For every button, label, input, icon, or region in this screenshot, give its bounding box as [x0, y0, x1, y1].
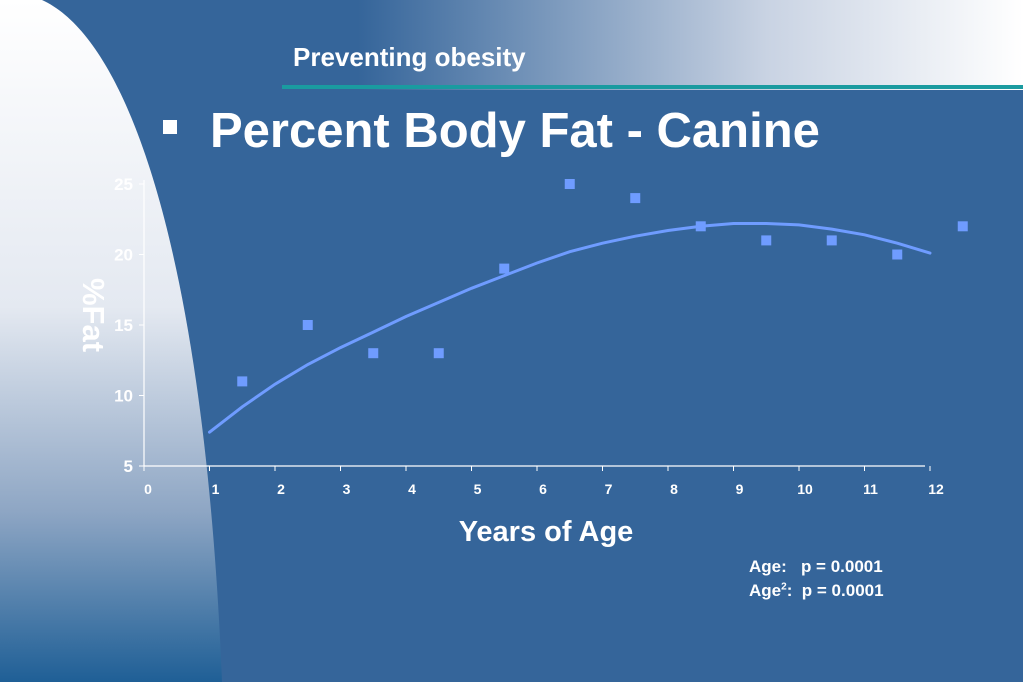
x-tick-label-9: 9 — [736, 481, 744, 497]
data-point-1 — [237, 376, 248, 387]
x-axis-title: Years of Age — [459, 516, 634, 548]
data-point-7 — [630, 193, 641, 204]
stat-age-squared: Age2: p = 0.0001 — [749, 581, 884, 600]
x-tick-label-3: 3 — [343, 481, 351, 497]
x-tick-label-7: 7 — [605, 481, 613, 497]
x-tick-label-11: 11 — [863, 481, 878, 497]
chart-title: Percent Body Fat - Canine — [210, 104, 820, 158]
data-point-11 — [892, 249, 903, 260]
x-tick-label-4: 4 — [408, 481, 416, 497]
data-point-5 — [499, 263, 510, 274]
x-tick-label-1: 1 — [212, 481, 220, 497]
data-point-3 — [368, 348, 379, 359]
data-point-8 — [695, 221, 706, 232]
data-point-4 — [433, 348, 444, 359]
data-point-2 — [302, 320, 313, 330]
y-tick-label-20: 20 — [114, 246, 133, 265]
stat-age-squared-value: p = 0.0001 — [801, 581, 884, 600]
data-point-9 — [761, 235, 772, 246]
header-divider — [282, 85, 1023, 89]
chart-axes — [139, 180, 931, 471]
y-axis-title: %Fat — [76, 278, 111, 352]
data-point-12 — [957, 221, 968, 232]
x-tick-label-6: 6 — [539, 481, 547, 497]
stat-age-label: Age: — [749, 557, 787, 576]
x-tick-label-10: 10 — [797, 481, 813, 497]
y-tick-label-25: 25 — [114, 175, 133, 194]
stat-age-squared-sup: 2 — [781, 581, 787, 593]
x-tick-label-8: 8 — [670, 481, 678, 497]
bullet-square-icon — [163, 120, 177, 134]
data-points-group — [237, 179, 968, 387]
y-tick-label-10: 10 — [114, 387, 133, 406]
y-tick-label-15: 15 — [114, 316, 133, 335]
stat-age-squared-label: Age — [749, 581, 782, 600]
stat-age: Age: p = 0.0001 — [749, 557, 883, 577]
trend-line-group — [208, 222, 932, 434]
x-tick-label-5: 5 — [474, 481, 482, 497]
data-point-10 — [826, 235, 837, 246]
x-tick-label-2: 2 — [277, 481, 285, 497]
x-tick-label-0: 0 — [144, 481, 152, 497]
x-tick-label-12: 12 — [928, 481, 944, 497]
header-band — [0, 0, 1023, 90]
y-tick-label-5: 5 — [124, 457, 133, 476]
slide-header: Preventing obesity — [293, 42, 526, 72]
left-curved-panel — [0, 0, 222, 682]
data-point-6 — [564, 179, 575, 189]
stat-age-value: p = 0.0001 — [800, 557, 883, 576]
trend-line — [208, 222, 932, 434]
